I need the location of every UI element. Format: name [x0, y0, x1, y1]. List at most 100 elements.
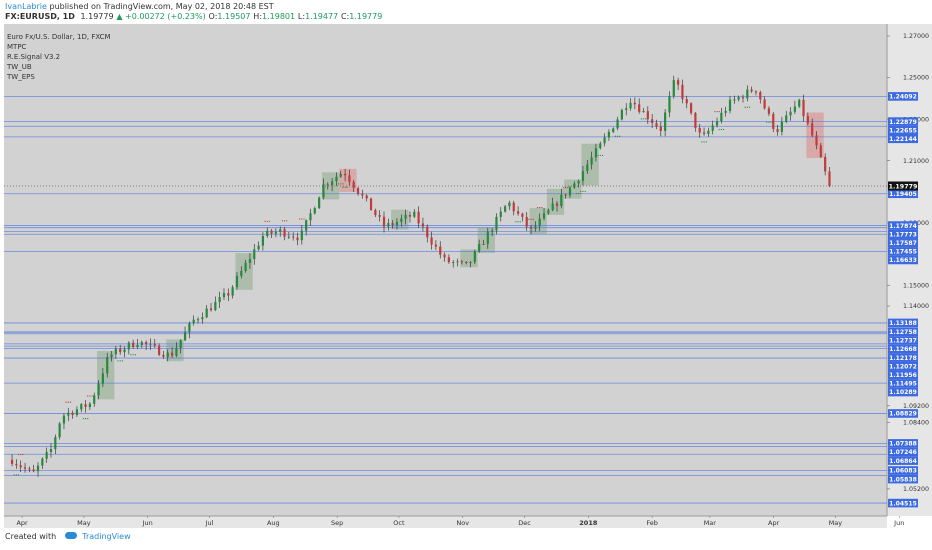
candle-body	[240, 270, 243, 276]
price-tick-label: 1.14000	[903, 303, 929, 310]
candle-body	[374, 209, 377, 216]
candle-body	[183, 332, 187, 341]
candle	[41, 457, 44, 470]
level-label: 1.11495	[888, 379, 918, 388]
candle	[664, 109, 667, 137]
candle	[196, 317, 200, 324]
legend-indicator[interactable]: TW_EPS	[7, 73, 35, 81]
signal-dot	[17, 453, 20, 456]
legend-indicator[interactable]: TW_UB	[7, 63, 32, 71]
level-label-text: 1.07388	[889, 441, 917, 448]
candle	[421, 217, 425, 232]
level-label-bg	[888, 370, 918, 380]
candle	[296, 232, 299, 246]
candle-body	[387, 223, 390, 227]
symbol-label[interactable]: FX:EURUSD, 1D	[5, 12, 75, 21]
author-link[interactable]: IvanLabrie	[5, 2, 47, 11]
candle	[564, 193, 567, 199]
candle-body	[793, 106, 796, 112]
candle	[114, 345, 117, 359]
candle-body	[677, 80, 680, 85]
candle-body	[439, 246, 442, 255]
candle	[352, 179, 355, 192]
candle-body	[421, 223, 425, 227]
signal-dot	[722, 128, 725, 131]
price-tick-label: 1.15000	[903, 282, 929, 289]
candle	[201, 312, 204, 324]
candle	[720, 107, 723, 124]
candlesticks	[10, 75, 831, 477]
candle-body	[261, 236, 265, 246]
candle-body	[253, 249, 256, 260]
candle	[339, 170, 342, 178]
level-label: 1.22655	[888, 125, 918, 135]
candle	[71, 410, 74, 419]
candle	[88, 402, 92, 410]
level-label-text: 1.11495	[889, 381, 917, 388]
candle	[10, 454, 14, 467]
candle-body	[547, 210, 550, 214]
candle-body	[140, 342, 143, 345]
candle-body	[162, 354, 165, 357]
signal-markers	[13, 106, 772, 476]
candle-body	[512, 202, 515, 212]
time-tick-label: Apr	[768, 519, 780, 527]
candle	[132, 339, 135, 349]
candle-body	[633, 102, 636, 105]
candle	[754, 90, 758, 96]
candle-body	[369, 198, 373, 210]
candle	[603, 133, 606, 147]
candle-body	[811, 123, 814, 136]
candle-body	[655, 123, 658, 127]
candle-body	[534, 226, 537, 229]
candle-body	[702, 132, 706, 134]
signal-dot	[599, 154, 601, 157]
signal-dot	[642, 118, 645, 120]
level-label-text: 1.17587	[889, 240, 917, 247]
candle-body	[521, 213, 524, 217]
candle	[504, 204, 507, 213]
signal-dot	[340, 183, 342, 185]
candle	[452, 259, 455, 268]
candle-body	[590, 157, 593, 165]
candle	[49, 443, 53, 458]
candle	[175, 342, 178, 358]
chart-header: IvanLabrie published on TradingView.com,…	[0, 0, 932, 22]
candle	[612, 127, 615, 134]
legend-indicator[interactable]: R.E.Signal V3.2	[7, 53, 61, 61]
candle	[348, 169, 351, 186]
candle	[811, 118, 814, 138]
level-label-bg	[888, 439, 918, 448]
time-tick-label: Mar	[704, 519, 717, 527]
candle-body	[430, 237, 433, 245]
signal-dot	[703, 141, 705, 143]
signal-dot	[768, 121, 770, 123]
candle	[789, 107, 792, 121]
low-label: L:	[297, 12, 306, 21]
level-label: 1.13188	[888, 318, 918, 328]
level-label-bg	[888, 117, 918, 126]
last-price-tag: 1.19779	[4, 181, 918, 191]
price-chart[interactable]: 1.270001.250001.230001.210001.180001.150…	[0, 24, 932, 528]
candle	[426, 224, 429, 243]
candle	[149, 338, 152, 350]
candle	[646, 106, 649, 125]
candle-body	[166, 352, 169, 357]
candle	[573, 181, 576, 189]
legend-indicator[interactable]: MTPC	[7, 43, 27, 51]
tradingview-brand[interactable]: TradingView	[82, 532, 131, 541]
candle-body	[175, 347, 178, 356]
signal-dot	[584, 190, 586, 193]
candle-body	[400, 218, 403, 222]
candle	[361, 189, 364, 199]
signal-dot	[342, 186, 344, 188]
signal-dot	[286, 220, 288, 222]
candle-body	[201, 317, 204, 320]
candle-body	[23, 467, 27, 469]
candle-body	[67, 412, 70, 416]
candle-body	[114, 348, 117, 355]
candle	[179, 339, 182, 354]
level-label: 1.24092	[888, 92, 918, 101]
candle	[668, 91, 671, 118]
signal-dot	[84, 418, 87, 420]
